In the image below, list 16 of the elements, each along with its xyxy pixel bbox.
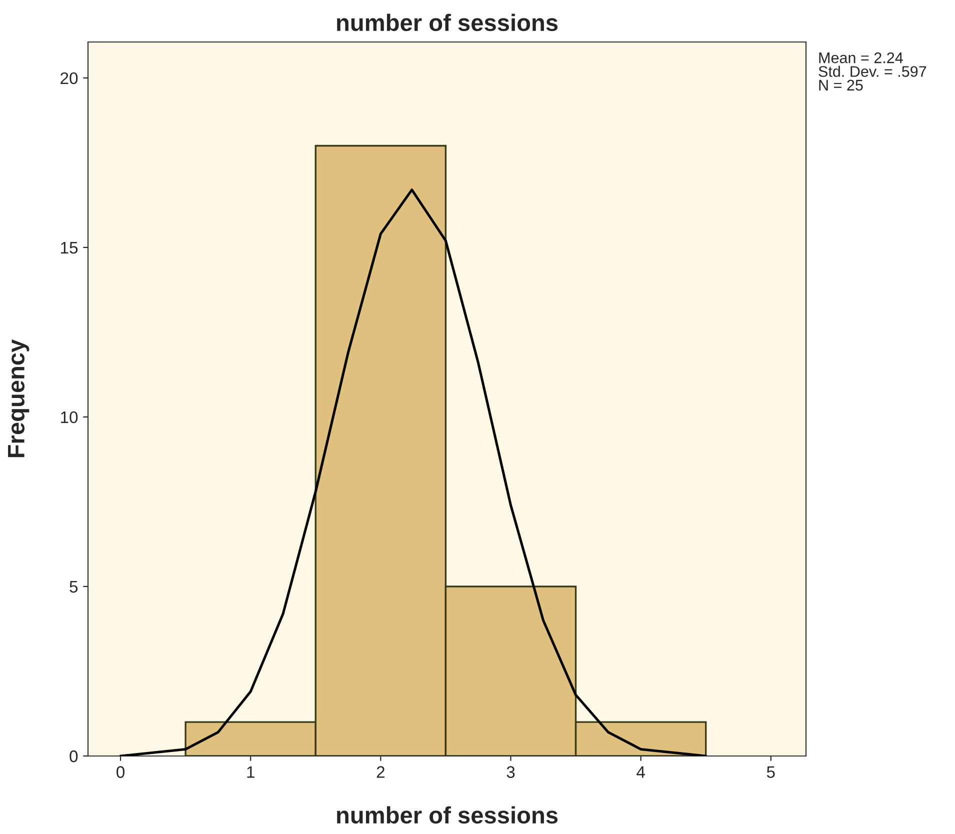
- x-tick-label: 4: [636, 766, 645, 778]
- x-tick-label: 3: [506, 766, 515, 778]
- y-axis-title: Frequency: [8, 339, 30, 458]
- y-tick-label: 5: [70, 581, 78, 593]
- x-tick-label: 5: [766, 766, 775, 778]
- x-axis-title: number of sessions: [337, 806, 558, 824]
- x-tick-label: 2: [376, 766, 384, 778]
- x-tick-label: 1: [247, 766, 254, 778]
- y-tick-label: 20: [60, 72, 78, 84]
- line-series: [119, 188, 708, 756]
- y-tick-label: 10: [61, 411, 78, 424]
- x-tick-label: 0: [116, 766, 124, 778]
- chart-title: number of sessions: [337, 14, 558, 32]
- y-tick-label: 0: [70, 750, 78, 762]
- y-tick-label: 15: [61, 242, 78, 254]
- text: Mean = 2.24 Std. Dev. = .597 N = 25: [818, 52, 926, 91]
